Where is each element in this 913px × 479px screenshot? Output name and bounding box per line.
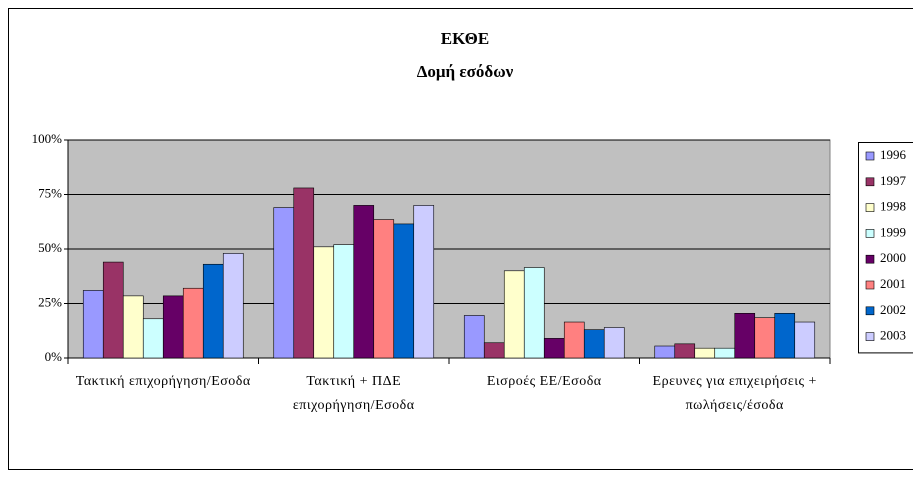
x-tick-label: Εισροές ΕΕ/Εσοδα <box>486 374 602 389</box>
legend-swatch <box>865 306 875 316</box>
bar <box>142 318 164 359</box>
bar <box>353 205 375 359</box>
bar <box>774 313 796 359</box>
bar <box>122 295 144 359</box>
x-tick-label: Τακτική επιχορήγηση/Εσοδα <box>75 374 251 389</box>
bar <box>503 270 525 359</box>
y-tick-label: 100% <box>32 131 63 146</box>
x-tick-label: Τακτική + ΠΔΕ επιχορήγηση/Εσοδα <box>292 374 415 413</box>
y-tick-label: 25% <box>38 294 62 309</box>
legend-swatch <box>865 280 875 290</box>
bar <box>393 223 415 359</box>
bar <box>583 329 605 359</box>
chart-frame <box>8 8 913 470</box>
bar <box>102 261 124 359</box>
legend-label: 2003 <box>880 328 906 343</box>
x-tick-label: Ερευνες για επιχειρήσεις + πωλήσεις/έσοδ… <box>652 374 817 413</box>
bar <box>373 219 395 359</box>
chart-title: ΕΚΘΕ <box>441 29 489 48</box>
bar <box>333 244 355 359</box>
legend-swatch <box>865 177 875 187</box>
legend-swatch <box>865 332 875 341</box>
legend-swatch <box>865 203 875 212</box>
y-tick-label: 0% <box>45 349 63 364</box>
bar <box>523 267 545 359</box>
legend-label: 1996 <box>880 147 907 162</box>
bar <box>694 347 716 359</box>
legend-swatch <box>865 254 875 264</box>
bar <box>273 207 295 359</box>
bar <box>222 253 244 359</box>
bar <box>794 321 816 359</box>
bar <box>293 187 315 359</box>
legend-label: 1999 <box>880 224 906 239</box>
y-tick-label: 50% <box>38 240 62 255</box>
bar <box>202 263 224 359</box>
bar <box>654 345 676 359</box>
bar <box>463 315 485 359</box>
bar <box>674 343 696 359</box>
legend-swatch <box>865 151 875 161</box>
bar <box>82 290 104 359</box>
bar <box>313 246 335 359</box>
bar <box>413 205 435 359</box>
bar <box>182 287 204 359</box>
bar <box>563 321 585 359</box>
legend-label: 1997 <box>880 173 907 188</box>
chart-subtitle: Δομή εσόδων <box>417 62 514 81</box>
bar <box>714 347 736 359</box>
bar <box>734 313 756 359</box>
bar <box>603 327 625 359</box>
bar <box>483 342 505 359</box>
y-tick-label: 75% <box>38 185 62 200</box>
legend-label: 2001 <box>880 276 906 291</box>
legend-box <box>858 142 913 354</box>
legend-label: 2000 <box>880 250 906 265</box>
legend-label: 1998 <box>880 199 906 214</box>
bar <box>543 338 565 359</box>
bar <box>162 295 184 359</box>
bar <box>754 317 776 359</box>
legend-swatch <box>865 229 875 238</box>
legend-label: 2002 <box>880 302 906 317</box>
